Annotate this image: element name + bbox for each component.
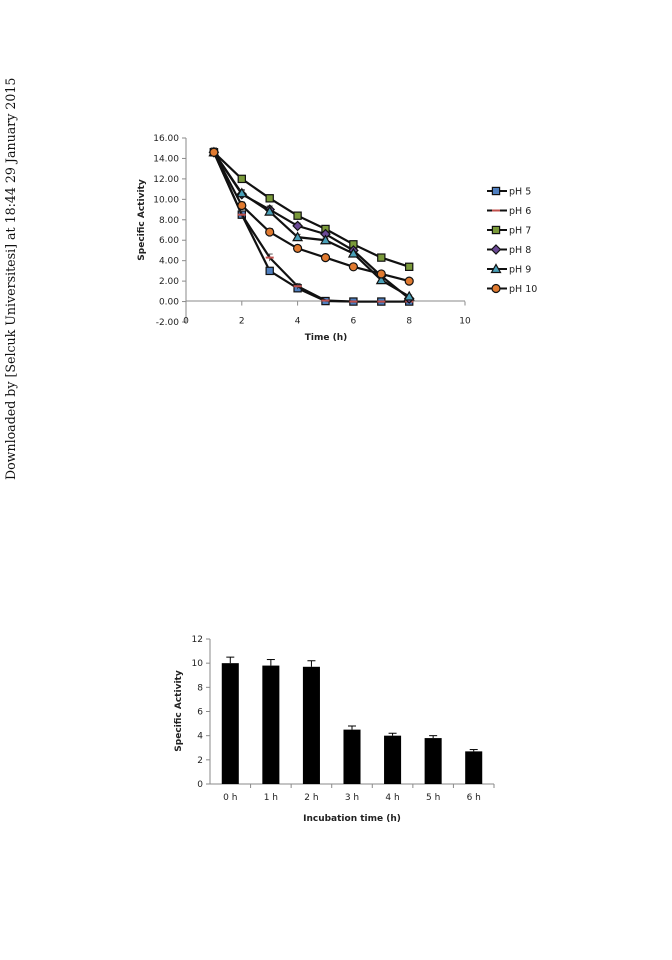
- y-tick-label: 6.00: [159, 236, 179, 246]
- data-point: [265, 266, 274, 276]
- bar: [221, 663, 239, 784]
- data-point: [237, 200, 247, 211]
- bar: [424, 738, 442, 784]
- y-tick-label: 14.00: [153, 154, 179, 164]
- data-point: [405, 262, 414, 271]
- x-tick-label: 6 h: [467, 793, 481, 803]
- x-tick-label: 0: [183, 317, 189, 327]
- y-tick-label: 10.00: [153, 195, 179, 205]
- data-point: [377, 253, 386, 262]
- y-tick-label: 2: [197, 756, 203, 766]
- data-point: [236, 187, 248, 198]
- data-point: [348, 262, 358, 272]
- series-ph-6: [209, 147, 414, 303]
- x-tick-label: 1 h: [264, 793, 278, 803]
- y-tick-label: 12.00: [153, 175, 179, 185]
- y-tick-label: 2.00: [159, 277, 179, 287]
- bar-group: [221, 656, 239, 784]
- legend-label: pH 7: [509, 226, 531, 237]
- data-point: [237, 174, 246, 184]
- x-tick-label: 2: [239, 317, 245, 327]
- x-tick-label: 6: [351, 317, 357, 327]
- data-point: [293, 211, 302, 220]
- bar: [384, 735, 402, 784]
- y-tick-label: 0.00: [159, 298, 179, 308]
- y-tick-label: 16.00: [153, 134, 179, 144]
- series-ph-10: [209, 147, 414, 286]
- data-point: [265, 227, 275, 237]
- x-tick-label: 5 h: [426, 793, 440, 803]
- data-point: [376, 269, 386, 279]
- legend-entry: pH 6: [487, 206, 531, 217]
- legend-label: pH 8: [509, 245, 531, 256]
- bar-group: [384, 732, 402, 784]
- y-tick-label: 6: [197, 708, 203, 718]
- data-point: [293, 243, 303, 253]
- x-tick-label: 0 h: [223, 793, 237, 803]
- x-axis-title: Incubation time (h): [303, 814, 401, 824]
- legend-label: pH 10: [509, 284, 537, 295]
- y-tick-label: 4.00: [159, 257, 179, 267]
- y-tick-label: 8: [197, 683, 203, 693]
- legend-entry: pH 5: [487, 187, 531, 198]
- data-point: [319, 234, 332, 245]
- data-point: [347, 247, 359, 258]
- legend-label: pH 5: [509, 187, 531, 198]
- data-point: [320, 253, 331, 263]
- legend-label: pH 9: [509, 265, 531, 276]
- y-tick-label: 8.00: [159, 216, 179, 226]
- data-point: [403, 290, 415, 301]
- legend-entry: pH 10: [487, 283, 537, 295]
- legend-marker: [491, 225, 501, 235]
- data-point: [292, 231, 304, 242]
- legend-marker: [491, 283, 501, 294]
- x-tick-label: 4 h: [385, 793, 399, 803]
- y-tick-label: -2.00: [156, 318, 180, 328]
- x-tick-label: 2 h: [304, 793, 318, 803]
- y-tick-label: 0: [197, 780, 203, 790]
- bar-group: [465, 749, 483, 784]
- legend-entry: pH 9: [487, 263, 531, 276]
- series-line: [212, 151, 410, 303]
- bar: [302, 666, 320, 784]
- legend-entry: pH 8: [487, 244, 531, 256]
- legend-marker: [491, 186, 501, 196]
- x-tick-label: 3 h: [345, 793, 359, 803]
- data-point: [292, 220, 303, 232]
- data-point: [209, 147, 219, 157]
- bar: [262, 665, 280, 784]
- legend-marker: [490, 263, 502, 274]
- x-tick-label: 10: [459, 317, 471, 327]
- bar-group: [424, 735, 442, 784]
- bar: [465, 751, 483, 784]
- x-tick-label: 4: [295, 317, 301, 327]
- bar-group: [262, 659, 280, 784]
- legend-label: pH 6: [509, 206, 531, 217]
- y-axis-title: Specific Activity: [137, 179, 147, 261]
- y-tick-label: 10: [192, 659, 204, 669]
- bar-group: [302, 660, 320, 784]
- y-tick-label: 12: [192, 635, 203, 645]
- series-line: [212, 151, 410, 283]
- data-point: [265, 194, 274, 203]
- y-axis-title: Specific Activity: [174, 670, 184, 752]
- data-point: [375, 274, 387, 285]
- series-line: [213, 151, 410, 268]
- legend-entry: pH 7: [487, 226, 531, 237]
- x-axis-title: Time (h): [305, 333, 347, 343]
- line-chart-ph-stability: -2.00 0.00 2.00 4.00 6.00 8.00 10.00 12.00 14.00…: [137, 134, 537, 343]
- data-point: [264, 205, 276, 216]
- x-tick-label: 8: [406, 317, 412, 327]
- legend-marker: [490, 244, 502, 255]
- bar-group: [343, 725, 361, 784]
- bar: [343, 729, 361, 784]
- bar-chart-incubation-stability: 0 2 4 6 8 10 12 0 h 1 h 2 h 3 h 4 h 5 h 6 h Incubati…: [174, 635, 495, 824]
- data-point: [404, 276, 414, 286]
- y-tick-label: 4: [197, 732, 203, 742]
